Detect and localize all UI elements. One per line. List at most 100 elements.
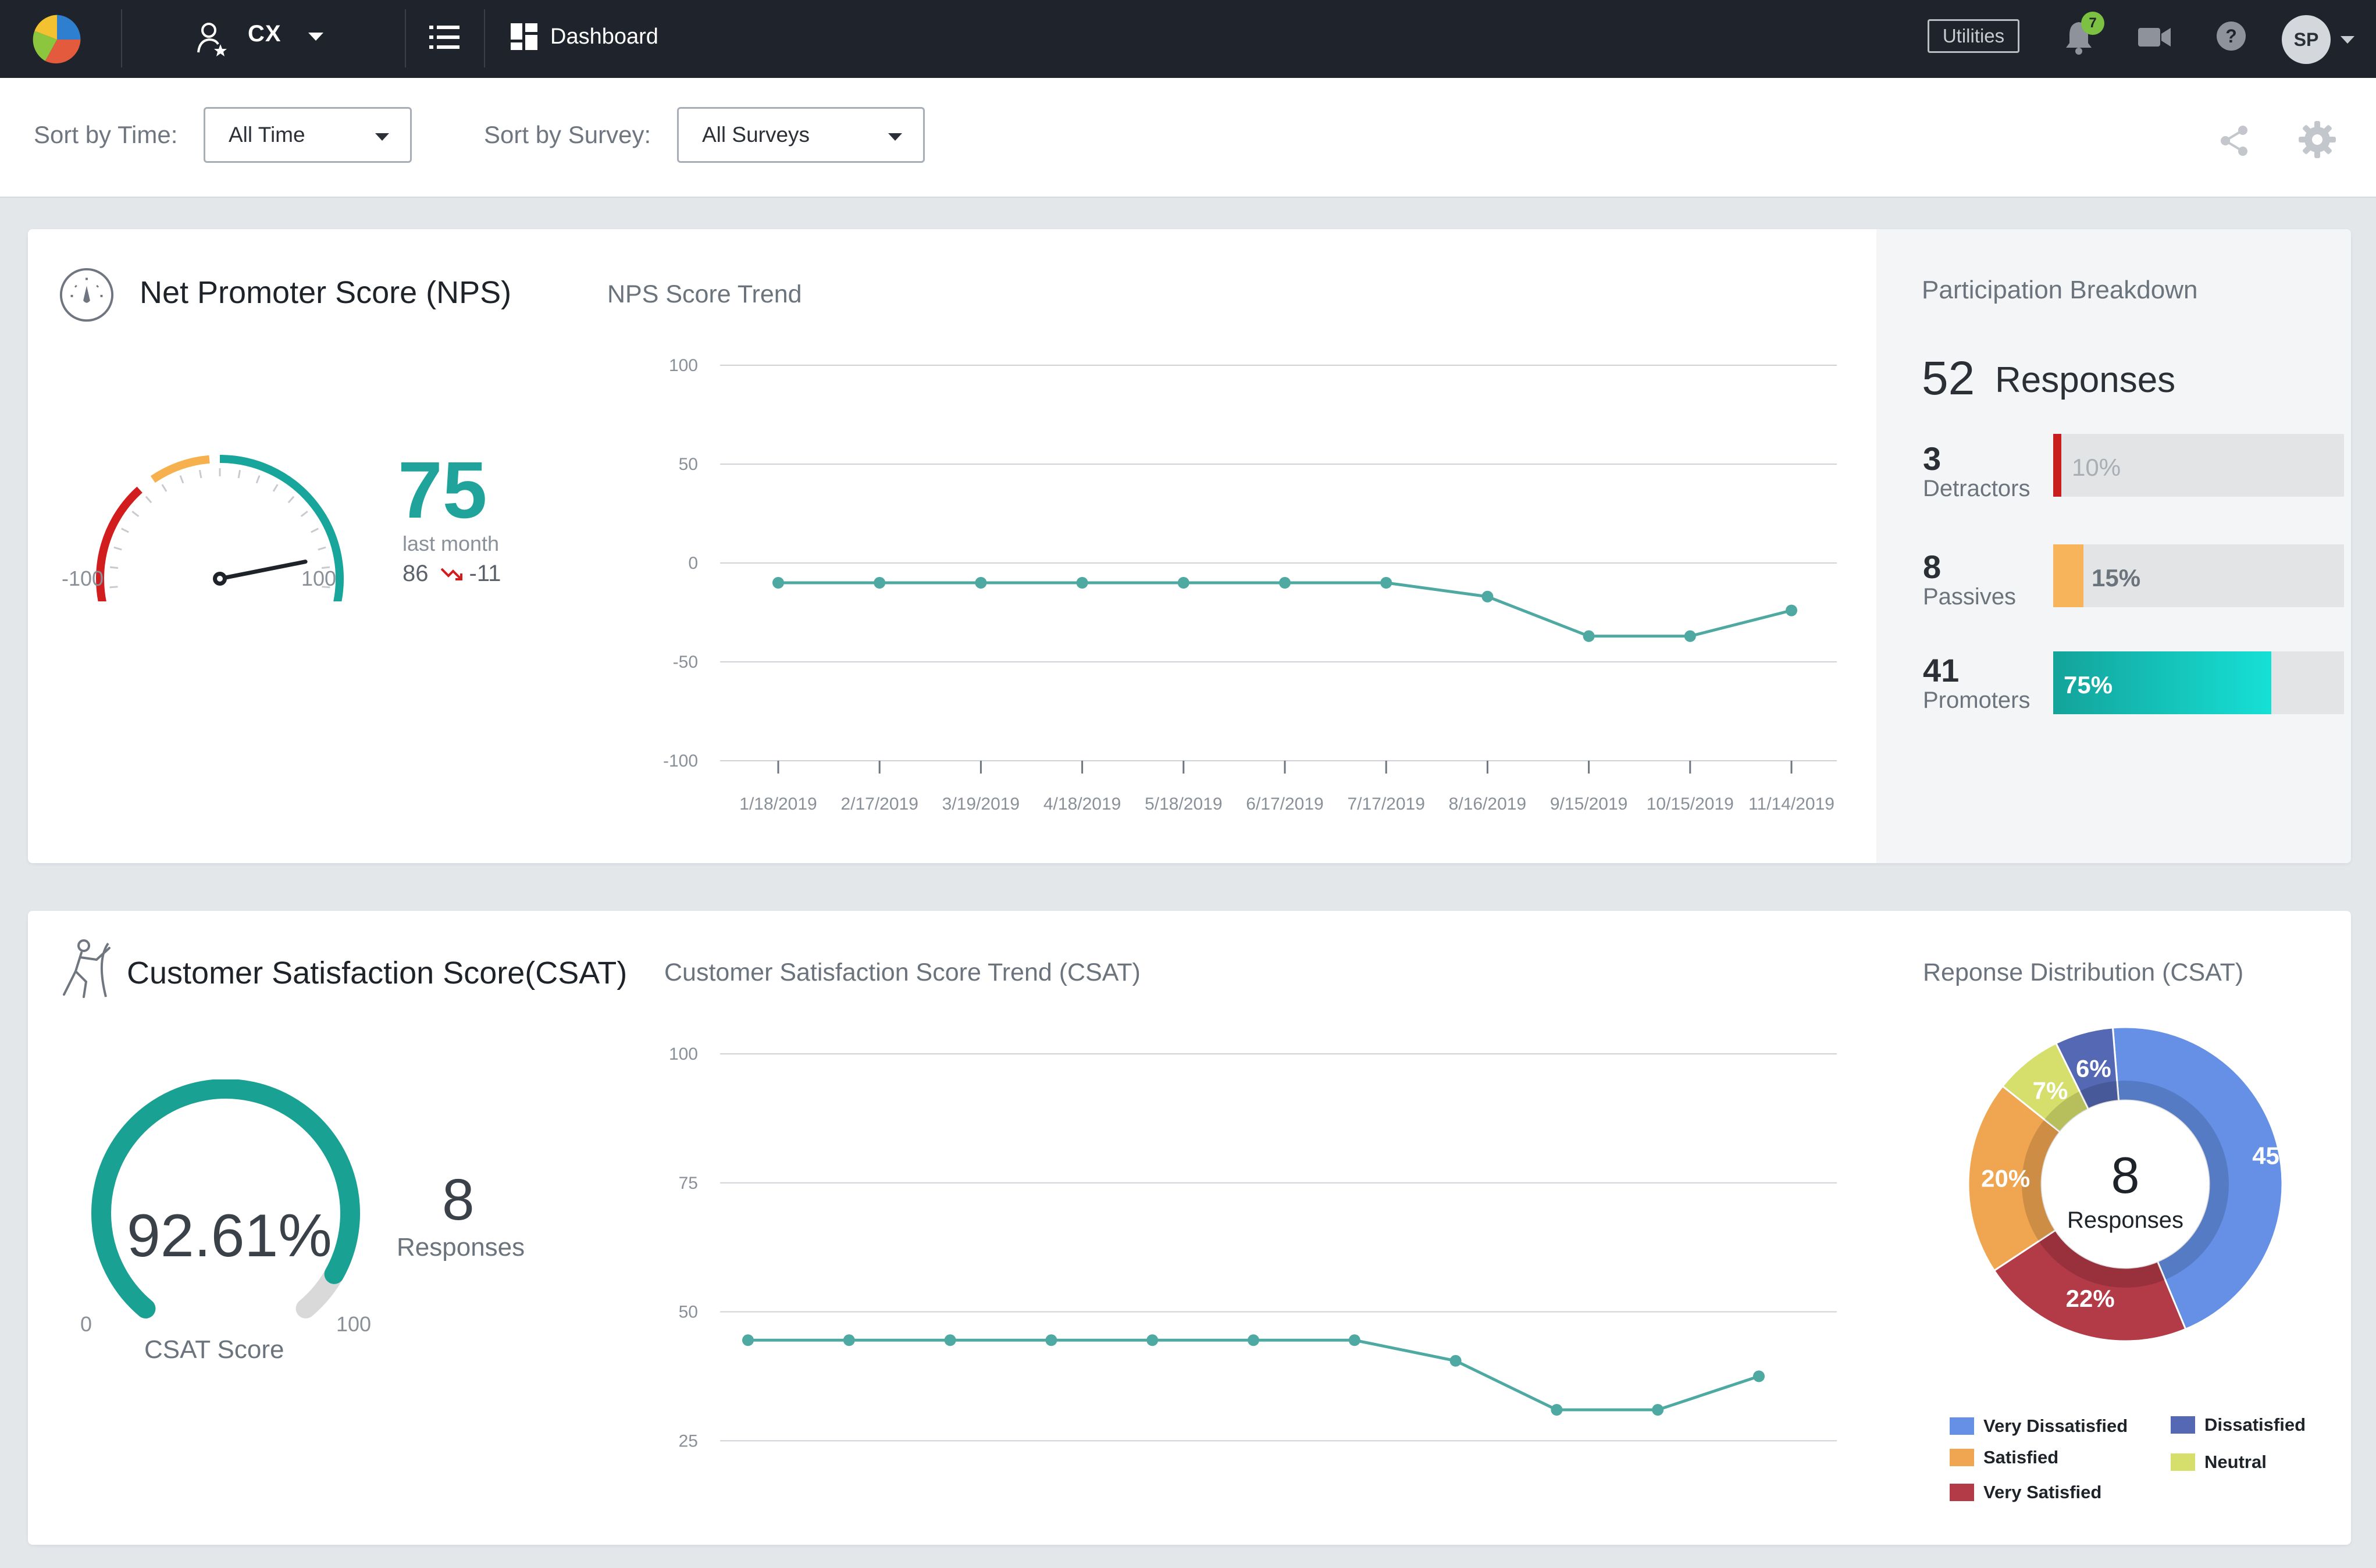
chevron-down-icon[interactable] [2341,36,2354,44]
data-point [1177,577,1189,589]
legend-label: Dissatisfied [2204,1414,2306,1435]
legend-swatch [2171,1453,2195,1471]
chevron-down-icon[interactable] [308,33,323,41]
data-point [1551,1404,1563,1416]
nps-previous-value: 86 [402,561,429,586]
series-line [778,581,1792,638]
gauge-arc-detractors [96,486,143,601]
participation-total-label: Responses [1995,360,2176,400]
speedometer-icon [59,268,114,322]
y-tick-label: 75 [679,1174,698,1193]
video-camera-icon[interactable] [2138,26,2171,49]
data-point [1583,630,1595,642]
x-tick-label: 11/14/2019 [1748,794,1834,814]
donut-slice-label: 7% [2033,1077,2068,1104]
data-point [1753,1370,1765,1382]
user-avatar[interactable]: SP [2282,15,2331,64]
dashboard-icon[interactable] [511,23,537,50]
legend-label: Satisfied [1983,1447,2059,1467]
csat-gauge-max: 100 [336,1312,372,1336]
person-reaching-icon [63,939,111,998]
nps-gauge [96,455,344,601]
csat-trend-chart: 10075502501/18/20192/17/20193/19/20194/1… [669,1045,1837,1451]
gauge-needle [218,560,308,581]
user-star-icon[interactable] [195,20,227,57]
csat-gauge [91,1079,360,1318]
passives-bar: 15% [2053,544,2344,607]
utilities-button[interactable]: Utilities [1928,19,2019,53]
y-tick-label: 50 [679,1303,698,1322]
csat-gauge-fill [91,1079,360,1318]
legend-swatch [1950,1484,1974,1501]
promoters-label: Promoters [1923,687,2031,713]
chevron-down-icon [375,133,389,141]
donut-hole [2043,1102,2208,1267]
promoters-percent: 75% [2064,671,2113,699]
gear-icon[interactable] [2299,121,2336,158]
list-icon[interactable] [429,23,459,51]
passives-count: 8 [1923,548,1942,585]
gauge-arc-passives [150,455,210,483]
donut-slice-inner-shade [2022,1119,2060,1241]
legend-swatch [2171,1416,2195,1434]
detractors-label: Detractors [1923,476,2031,501]
csat-card: Customer Satisfaction Score(CSAT) Custom… [28,911,2351,1545]
detractors-percent: 10% [2072,454,2121,481]
legend-dissatisfied[interactable]: Dissatisfied [2171,1414,2306,1435]
data-point [1076,577,1088,589]
nav-divider [121,9,122,67]
sort-by-survey-value: All Surveys [702,123,810,147]
gauge-tick [198,469,202,479]
nps-score-caption: last month [402,532,500,555]
gauge-tick [287,496,295,504]
gauge-tick [179,475,184,484]
x-tick-label: 9/15/2019 [1550,794,1627,814]
data-point [944,1334,956,1346]
filter-bar: Sort by Time: All Time Sort by Survey: A… [0,78,2376,198]
legend-satisfied[interactable]: Satisfied [1950,1447,2058,1468]
gauge-tick [113,546,122,551]
nav-dashboard-link[interactable]: Dashboard [550,24,658,49]
data-point [1684,630,1696,642]
donut-slice-label: 6% [2076,1054,2111,1082]
nps-gauge-min: -100 [62,566,104,590]
data-point [1449,1355,1462,1367]
data-point [1652,1404,1664,1416]
data-point [1045,1334,1057,1346]
gauge-tick [300,511,308,518]
data-point [742,1334,754,1346]
data-point [1786,604,1797,616]
legend-very-satisfied[interactable]: Very Satisfied [1950,1482,2101,1503]
x-tick-label: 8/16/2019 [1449,794,1526,814]
x-tick-label: 4/18/2019 [1043,794,1121,814]
sort-by-time-value: All Time [229,123,305,147]
svg-text:?: ? [2225,26,2237,47]
csat-distribution-donut: 45% 22% 20% 7% 6% [1967,1026,2294,1342]
donut-slice-inner-shade [2117,1081,2229,1280]
donut-slice-inner-shade [2079,1081,2119,1109]
csat-responses-label: Responses [397,1233,525,1261]
data-point [874,577,886,589]
gauge-tick [311,528,319,533]
sort-by-survey-select[interactable]: All Surveys [677,107,925,163]
sort-by-survey-label: Sort by Survey: [484,121,651,148]
app-logo-icon[interactable] [30,13,84,66]
legend-very-dissatisfied[interactable]: Very Dissatisfied [1950,1416,2128,1437]
top-navigation-bar: CX Dashboard Utilities 7 ? SP [0,0,2376,78]
donut-slice [1967,1085,2061,1272]
donut-center-value: 8 [2111,1146,2140,1204]
legend-label: Very Dissatisfied [1983,1416,2128,1436]
participation-title: Participation Breakdown [1922,276,2198,304]
help-icon[interactable]: ? [2216,21,2246,51]
donut-slice-label: 45% [2252,1142,2294,1170]
workspace-selector[interactable]: CX [248,21,282,47]
detractors-count: 3 [1923,440,1942,477]
detractors-bar-fill [2053,434,2061,497]
sort-by-time-select[interactable]: All Time [204,107,412,163]
nps-trend-title: NPS Score Trend [607,280,802,308]
share-icon[interactable] [2220,124,2249,157]
legend-neutral[interactable]: Neutral [2171,1452,2267,1473]
gauge-tick [131,511,140,518]
sort-by-time-label: Sort by Time: [34,121,178,148]
data-point [975,577,987,589]
